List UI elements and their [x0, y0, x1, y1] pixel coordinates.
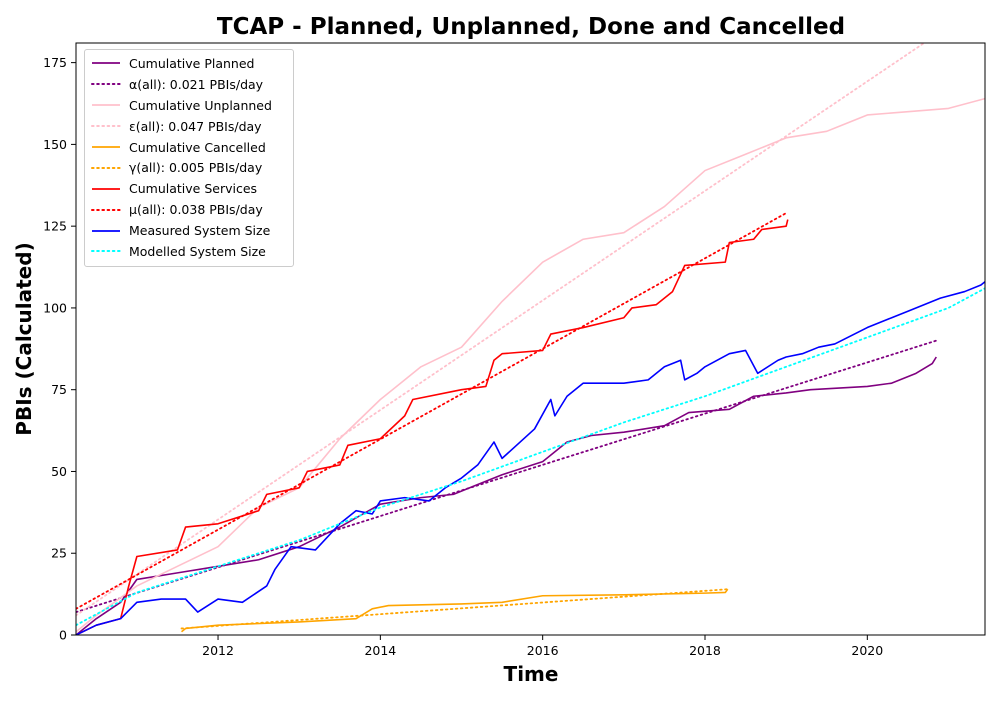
legend-label: Cumulative Cancelled	[129, 139, 266, 155]
series-line-9-modelled-system-size	[76, 287, 985, 627]
legend-entry: Cumulative Services	[85, 178, 293, 199]
x-axis-label: Time	[504, 662, 559, 686]
y-axis: 0 25 50 75 100 125 150 175	[43, 55, 76, 643]
x-tick-label: 2020	[851, 643, 883, 658]
legend-swatch	[91, 208, 121, 211]
legend-label: α(all): 0.021 PBIs/day	[129, 76, 264, 92]
legend-entry: μ(all): 0.038 PBIs/day	[85, 199, 293, 220]
y-tick-label: 125	[43, 219, 67, 234]
legend-swatch	[91, 166, 121, 169]
legend-entry: α(all): 0.021 PBIs/day	[85, 74, 293, 95]
y-tick-label: 75	[51, 382, 67, 397]
x-tick-label: 2014	[364, 643, 396, 658]
series-line-5-all-0-005-pbis-day	[180, 588, 729, 630]
series-line-3-all-0-047-pbis-day	[76, 43, 926, 617]
plot-frame	[75, 42, 986, 636]
chart-title: TCAP - Planned, Unplanned, Done and Canc…	[217, 14, 845, 40]
legend-label: Modelled System Size	[129, 243, 266, 259]
y-tick-label: 0	[59, 628, 67, 643]
series-line-2-cumulative-unplanned	[76, 97, 985, 633]
x-axis: 2012 2014 2016 2018 2020	[202, 635, 883, 658]
series-layer	[76, 43, 985, 635]
legend-entry: Modelled System Size	[85, 241, 293, 262]
legend-swatch	[92, 104, 120, 107]
legend-label: ε(all): 0.047 PBIs/day	[129, 118, 262, 134]
series-line-7-all-0-038-pbis-day	[76, 212, 788, 610]
series-line-8-measured-system-size	[76, 281, 985, 635]
legend-swatch	[91, 125, 121, 128]
series-line-1-all-0-021-pbis-day	[76, 339, 938, 613]
legend-label: Measured System Size	[129, 223, 271, 239]
legend-label: γ(all): 0.005 PBIs/day	[129, 160, 263, 176]
y-axis-label: PBIs (Calculated)	[12, 242, 36, 435]
legend-swatch	[92, 62, 120, 65]
legend-swatch	[91, 250, 121, 253]
x-tick-label: 2016	[527, 643, 559, 658]
y-tick-label: 100	[43, 300, 67, 315]
legend-label: Cumulative Services	[129, 181, 258, 197]
x-tick-label: 2012	[202, 643, 234, 658]
legend-entry: Cumulative Planned	[85, 53, 293, 74]
legend-entry: γ(all): 0.005 PBIs/day	[85, 157, 293, 178]
legend-entry: Cumulative Cancelled	[85, 137, 293, 158]
legend-swatch	[92, 146, 120, 148]
legend: Cumulative Planned α(all): 0.021 PBIs/day…	[84, 49, 294, 267]
y-tick-label: 175	[43, 55, 67, 70]
legend-entry: Measured System Size	[85, 220, 293, 241]
legend-entry: ε(all): 0.047 PBIs/day	[85, 116, 293, 137]
x-tick-label: 2018	[689, 643, 721, 658]
legend-entry: Cumulative Unplanned	[85, 95, 293, 116]
legend-label: Cumulative Unplanned	[129, 97, 272, 113]
y-tick-label: 50	[51, 464, 67, 479]
y-tick-label: 150	[43, 137, 67, 152]
legend-swatch	[92, 229, 120, 232]
legend-swatch	[91, 83, 121, 86]
series-line-6-cumulative-services	[76, 219, 789, 635]
legend-label: Cumulative Planned	[129, 55, 255, 71]
y-tick-label: 25	[51, 546, 67, 561]
legend-label: μ(all): 0.038 PBIs/day	[129, 202, 263, 218]
legend-swatch	[92, 187, 120, 190]
series-line-0-cumulative-planned	[76, 356, 937, 635]
